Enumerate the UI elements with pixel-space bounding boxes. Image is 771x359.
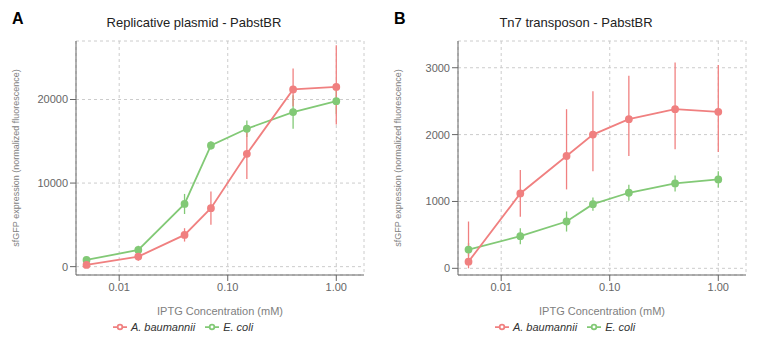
html-text:E. coli: E. coli [223,321,254,333]
svg-text:0.10: 0.10 [217,281,238,293]
html-text:A. baumannii: A. baumannii [512,321,578,333]
svg-text:1000: 1000 [426,195,450,207]
svg-text:20000: 20000 [37,93,68,105]
svg-text:0.01: 0.01 [490,281,511,293]
html-text:A: A [12,10,24,27]
svg-text:IPTG Concentration (mM): IPTG Concentration (mM) [539,305,665,317]
html-text:Replicative plasmid - PabstBR: Replicative plasmid - PabstBR [106,14,282,30]
svg-text:10000: 10000 [37,177,68,189]
svg-text:1.00: 1.00 [708,281,729,293]
svg-text:sfGFP expression (normalized f: sfGFP expression (normalized fluorescenc… [393,69,403,246]
svg-text:0: 0 [444,262,450,274]
svg-text:0: 0 [62,261,68,273]
svg-text:0.10: 0.10 [599,281,620,293]
svg-text:1.00: 1.00 [326,281,347,293]
svg-text:IPTG Concentration (mM): IPTG Concentration (mM) [157,305,283,317]
svg-text:0.01: 0.01 [108,281,129,293]
html-text:B: B [394,10,406,27]
html-text:E. coli: E. coli [605,321,636,333]
svg-text:2000: 2000 [426,129,450,141]
svg-text:3000: 3000 [426,62,450,74]
html-text:A. baumannii: A. baumannii [130,321,196,333]
svg-text:sfGFP expression (normalized f: sfGFP expression (normalized fluorescenc… [11,69,21,246]
html-text:Tn7 transposon - PabstBR: Tn7 transposon - PabstBR [499,14,653,30]
